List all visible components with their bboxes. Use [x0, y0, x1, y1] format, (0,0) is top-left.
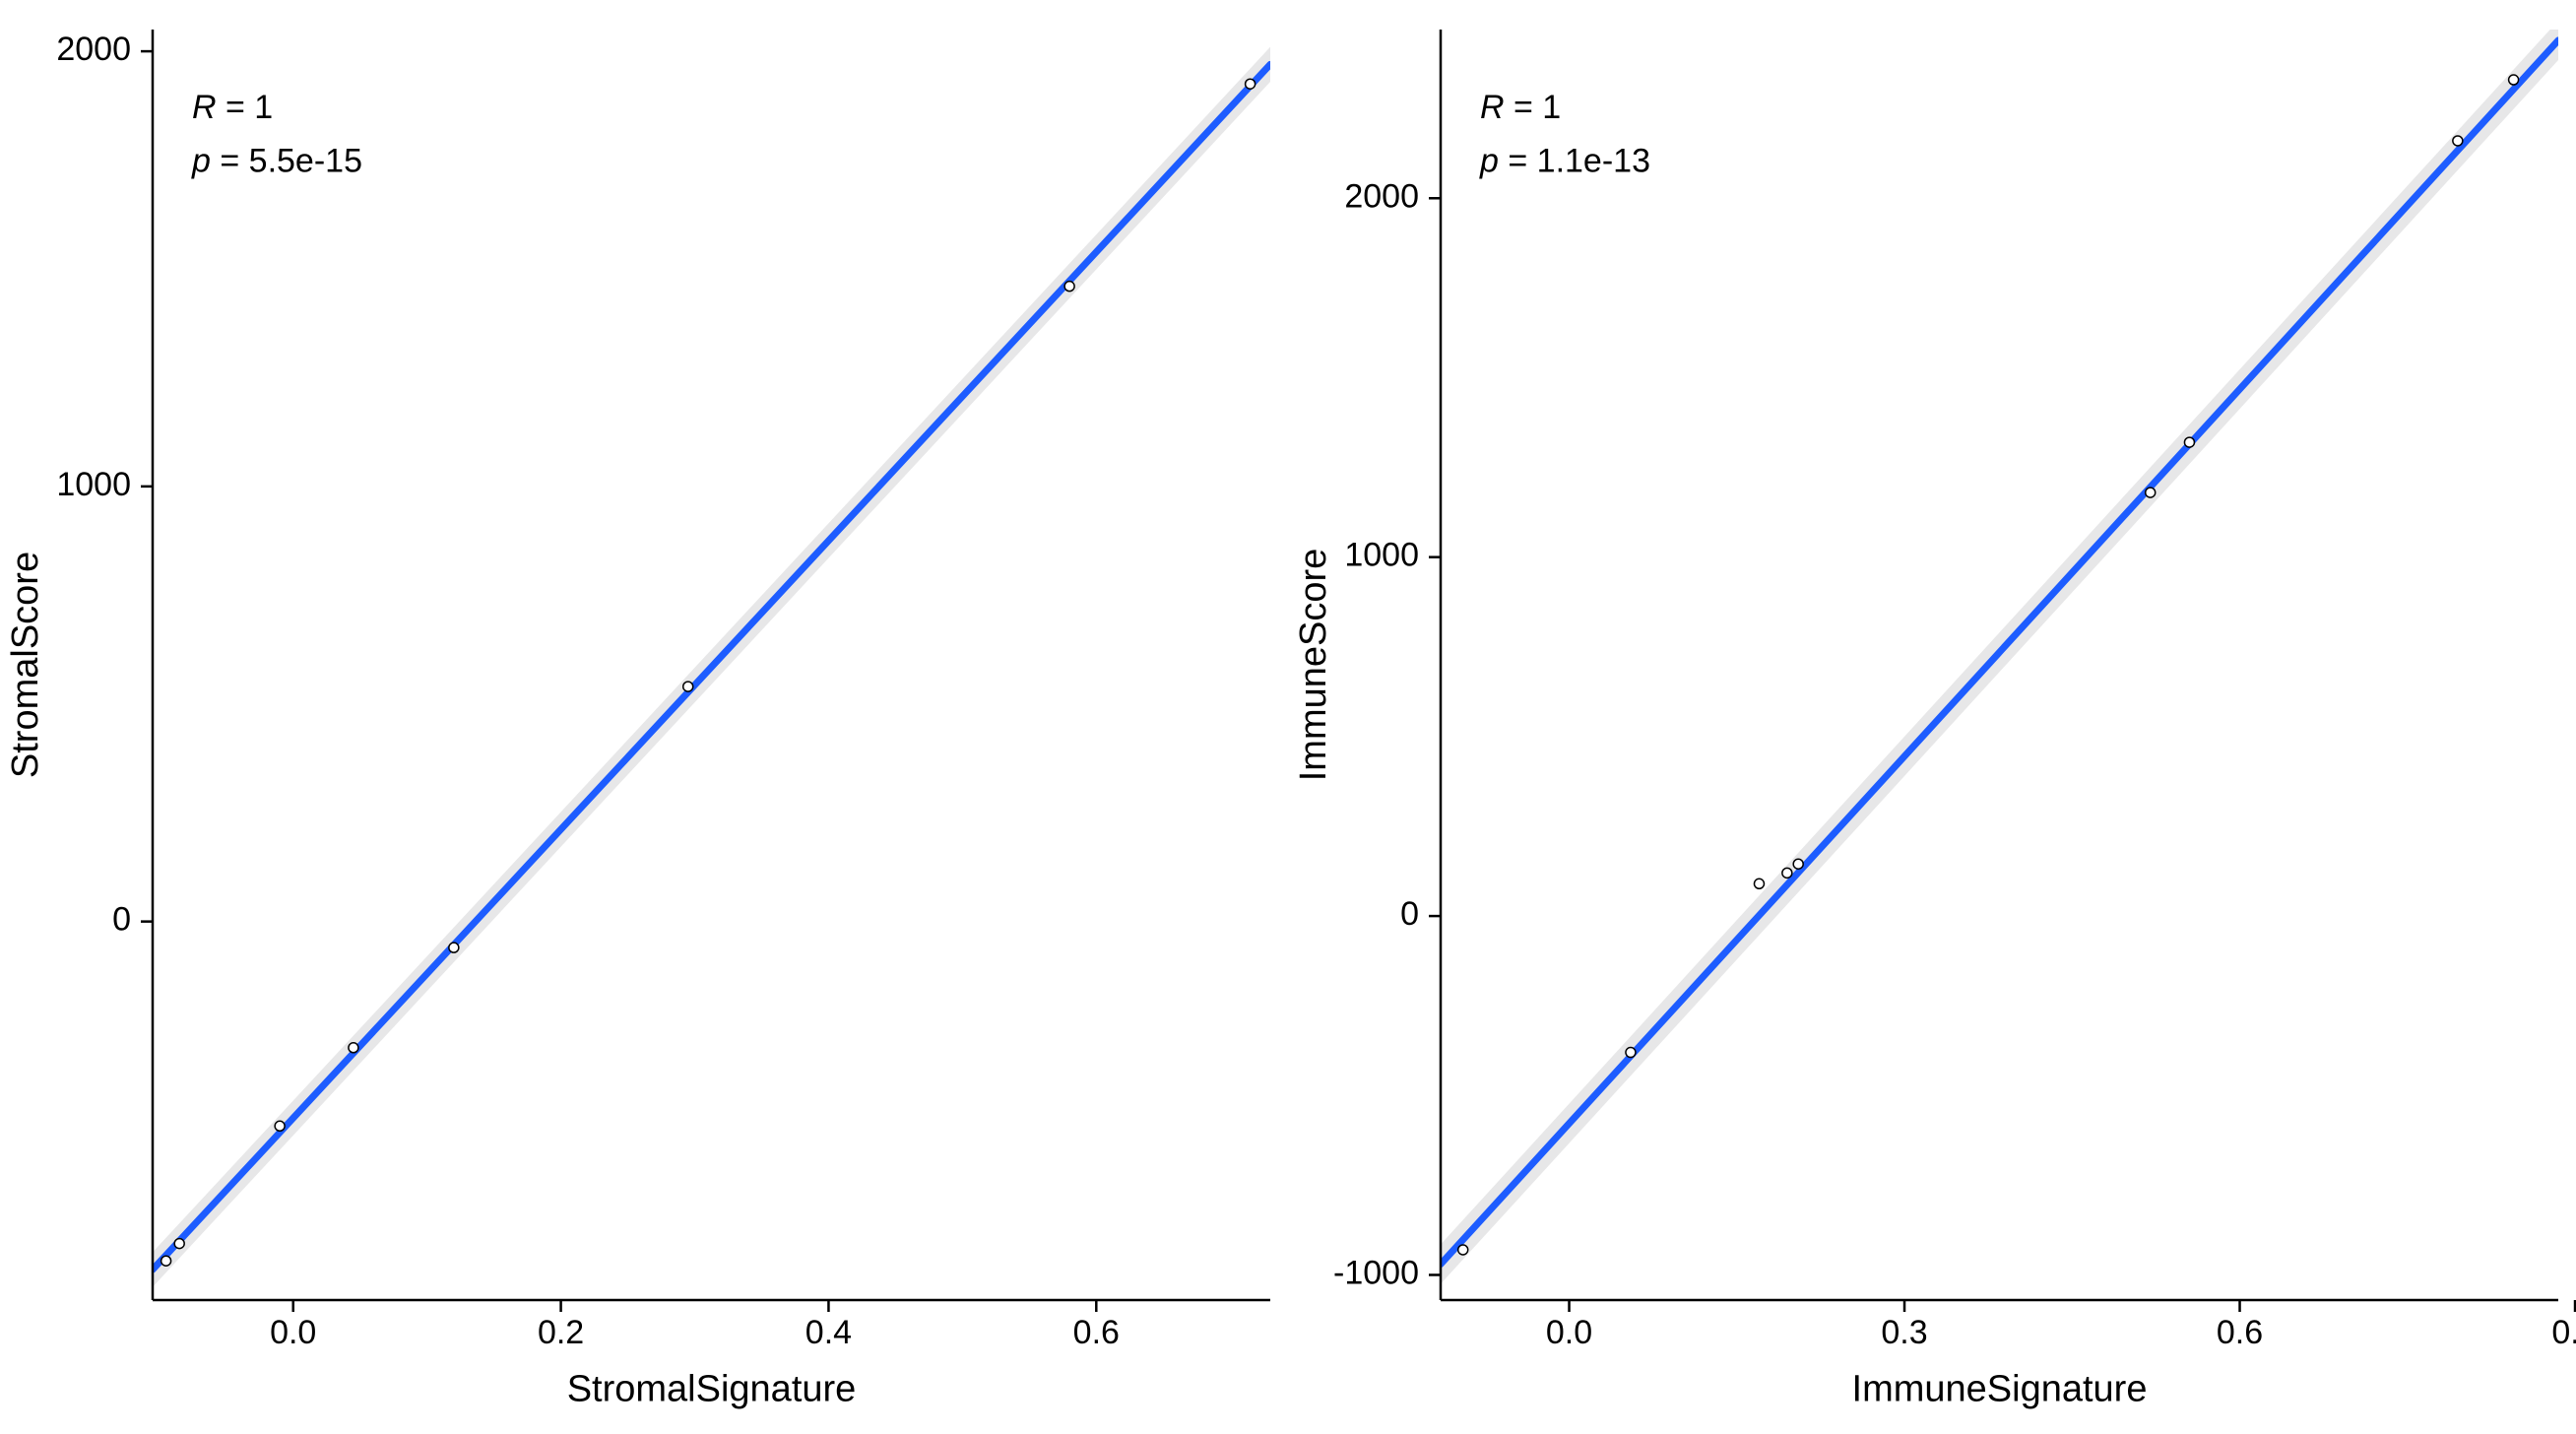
svg-text:0.0: 0.0: [1546, 1314, 1592, 1351]
svg-text:0.4: 0.4: [805, 1314, 852, 1351]
svg-text:1000: 1000: [56, 466, 131, 503]
svg-text:-1000: -1000: [1333, 1254, 1419, 1291]
svg-text:2000: 2000: [56, 31, 131, 68]
svg-text:0.9: 0.9: [2551, 1314, 2576, 1351]
svg-text:StromalSignature: StromalSignature: [567, 1368, 857, 1409]
panel-stromal: 0.0 0.2 0.4 0.6 0 1000 2000 StromalSignature Str…: [0, 0, 1288, 1434]
svg-text:2000: 2000: [1344, 177, 1419, 215]
svg-text:0.2: 0.2: [538, 1314, 584, 1351]
svg-text:ImmuneSignature: ImmuneSignature: [1852, 1368, 2148, 1409]
svg-text:p = 5.5e-15: p = 5.5e-15: [191, 142, 362, 179]
svg-text:0.0: 0.0: [270, 1314, 316, 1351]
svg-text:p = 1.1e-13: p = 1.1e-13: [1479, 142, 1650, 179]
svg-text:StromalScore: StromalScore: [5, 552, 46, 778]
svg-text:1000: 1000: [1344, 537, 1419, 574]
svg-text:0.6: 0.6: [1073, 1314, 1120, 1351]
svg-text:0.6: 0.6: [2217, 1314, 2263, 1351]
panel-immune: 0.0 0.3 0.6 0.9 -1000 0 1000 2000 ImmuneSignatur…: [1288, 0, 2576, 1434]
svg-text:ImmuneScore: ImmuneScore: [1293, 549, 1334, 782]
svg-text:R = 1: R = 1: [1480, 89, 1561, 126]
svg-text:R = 1: R = 1: [192, 89, 273, 126]
svg-text:0: 0: [112, 901, 131, 939]
scatter-figure-pair: 0.0 0.2 0.4 0.6 0 1000 2000 StromalSignature Str…: [0, 0, 2576, 1434]
svg-text:0.3: 0.3: [1881, 1314, 1927, 1351]
svg-text:0: 0: [1400, 895, 1419, 933]
